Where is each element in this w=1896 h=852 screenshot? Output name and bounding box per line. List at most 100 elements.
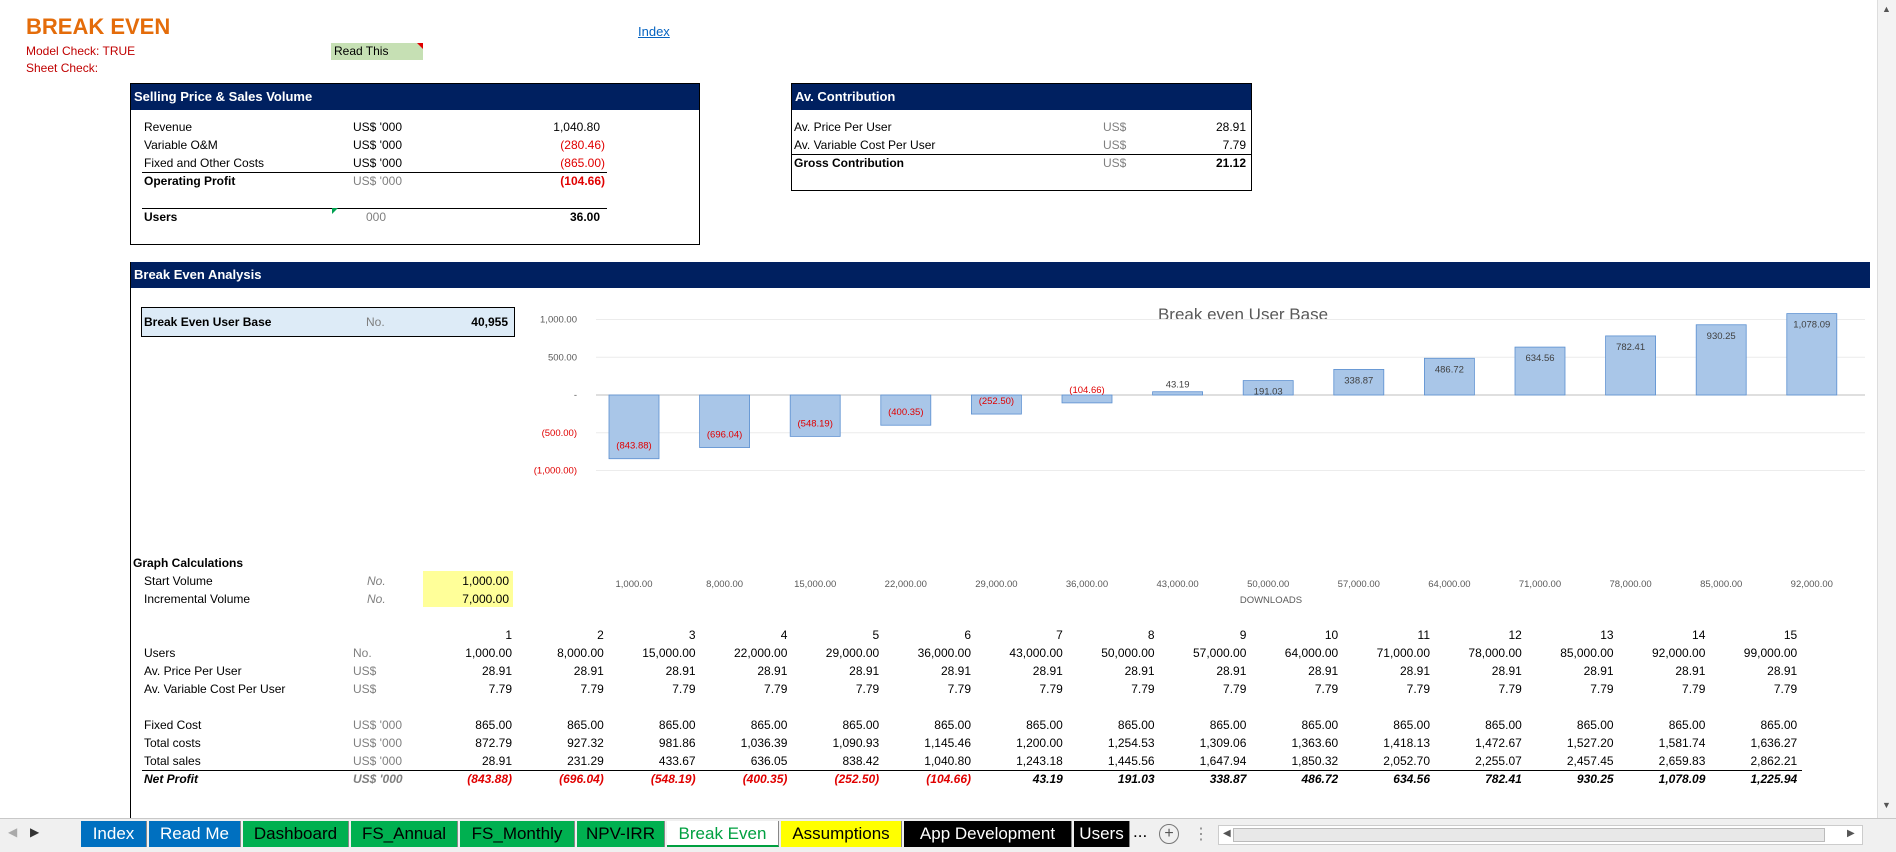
chart-bar[interactable] bbox=[1152, 391, 1203, 396]
table-cell[interactable]: 57,000.00 bbox=[1193, 646, 1247, 660]
table-cell[interactable]: 28.91 bbox=[1767, 664, 1798, 678]
scroll-left-icon[interactable]: ◀ bbox=[1223, 828, 1231, 839]
table-cell[interactable]: 28.91 bbox=[573, 664, 604, 678]
tab-break-even[interactable]: Break Even bbox=[667, 821, 779, 847]
scroll-up-icon[interactable]: ▲ bbox=[1882, 4, 1891, 14]
table-cell[interactable]: 1,145.46 bbox=[924, 736, 971, 750]
table-cell[interactable]: 1,527.20 bbox=[1566, 736, 1614, 750]
table-cell[interactable]: 1,850.32 bbox=[1291, 754, 1339, 768]
tab-npv-irr[interactable]: NPV-IRR bbox=[577, 821, 665, 847]
table-cell[interactable]: 2,052.70 bbox=[1383, 754, 1430, 768]
table-cell[interactable]: 7.79 bbox=[1682, 682, 1706, 696]
table-cell[interactable]: 338.87 bbox=[1209, 772, 1247, 786]
table-cell[interactable]: 7.79 bbox=[1039, 682, 1063, 696]
chart-bar[interactable] bbox=[1605, 335, 1656, 396]
chart-bar[interactable] bbox=[1695, 324, 1747, 396]
table-cell[interactable]: (252.50) bbox=[834, 772, 880, 786]
table-cell[interactable]: 865.00 bbox=[1301, 718, 1339, 732]
table-cell[interactable]: 636.05 bbox=[750, 754, 788, 768]
chart-bar[interactable] bbox=[1786, 313, 1838, 396]
table-cell[interactable]: 865.00 bbox=[1209, 718, 1247, 732]
table-cell[interactable]: 433.67 bbox=[658, 754, 696, 768]
table-cell[interactable]: 7.79 bbox=[764, 682, 788, 696]
table-cell[interactable]: 865.00 bbox=[842, 718, 880, 732]
table-cell[interactable]: (843.88) bbox=[467, 772, 512, 786]
table-cell[interactable]: 8,000.00 bbox=[557, 646, 604, 660]
fixed-costs-value[interactable]: (865.00) bbox=[560, 156, 605, 170]
tab-assumptions[interactable]: Assumptions bbox=[781, 821, 902, 847]
table-cell[interactable]: 50,000.00 bbox=[1101, 646, 1155, 660]
table-cell[interactable]: 1,363.60 bbox=[1291, 736, 1339, 750]
table-cell[interactable]: 930.25 bbox=[1576, 772, 1614, 786]
table-cell[interactable]: 28.91 bbox=[1399, 664, 1430, 678]
table-cell[interactable]: 865.00 bbox=[750, 718, 788, 732]
table-cell[interactable]: 2,862.21 bbox=[1750, 754, 1798, 768]
tab-read-me[interactable]: Read Me bbox=[149, 821, 241, 847]
table-cell[interactable]: 191.03 bbox=[1117, 772, 1155, 786]
table-cell[interactable]: 1,418.13 bbox=[1383, 736, 1430, 750]
table-cell[interactable]: 22,000.00 bbox=[734, 646, 788, 660]
prev-sheet-icon[interactable]: ◀ bbox=[8, 825, 18, 839]
table-cell[interactable]: 28.91 bbox=[757, 664, 788, 678]
tab-split-icon[interactable]: ⋮ bbox=[1193, 826, 1209, 843]
table-cell[interactable]: 1,445.56 bbox=[1107, 754, 1155, 768]
table-cell[interactable]: (104.66) bbox=[926, 772, 971, 786]
break-even-value[interactable]: 40,955 bbox=[471, 315, 508, 329]
table-cell[interactable]: 1,036.39 bbox=[740, 736, 788, 750]
table-cell[interactable]: 1,078.09 bbox=[1658, 772, 1706, 786]
scroll-thumb[interactable] bbox=[1233, 828, 1825, 842]
chart-bar[interactable] bbox=[1424, 357, 1475, 396]
table-cell[interactable]: 15,000.00 bbox=[642, 646, 696, 660]
gross-contribution-value[interactable]: 21.12 bbox=[1215, 156, 1246, 170]
start-volume-value[interactable]: 1,000.00 bbox=[462, 574, 509, 588]
table-cell[interactable]: 7.79 bbox=[855, 682, 880, 696]
incremental-volume-cell[interactable] bbox=[423, 589, 513, 607]
table-cell[interactable]: 7.79 bbox=[1590, 682, 1614, 696]
table-cell[interactable]: 85,000.00 bbox=[1560, 646, 1614, 660]
chart-bar[interactable] bbox=[608, 394, 660, 460]
scroll-right-icon[interactable]: ▶ bbox=[1847, 828, 1855, 839]
table-cell[interactable]: 28.91 bbox=[481, 664, 512, 678]
table-cell[interactable]: 865.00 bbox=[1026, 718, 1063, 732]
table-cell[interactable]: 1,309.06 bbox=[1199, 736, 1247, 750]
table-cell[interactable]: 28.91 bbox=[1583, 664, 1614, 678]
table-cell[interactable]: 7.79 bbox=[947, 682, 971, 696]
table-cell[interactable]: 1,636.27 bbox=[1750, 736, 1798, 750]
chart-bar[interactable] bbox=[1514, 346, 1566, 396]
table-cell[interactable]: 28.91 bbox=[849, 664, 880, 678]
chart-bar[interactable] bbox=[699, 394, 751, 448]
table-cell[interactable]: 1,647.94 bbox=[1199, 754, 1247, 768]
table-cell[interactable]: 28.91 bbox=[665, 664, 696, 678]
table-cell[interactable]: 28.91 bbox=[1491, 664, 1522, 678]
tab-users[interactable]: Users bbox=[1074, 821, 1130, 847]
table-cell[interactable]: (548.19) bbox=[650, 772, 696, 786]
tab-overflow-icon[interactable]: ... bbox=[1133, 822, 1148, 841]
horizontal-scrollbar[interactable]: ◀ ▶ bbox=[1218, 825, 1863, 845]
tab-index[interactable]: Index bbox=[81, 821, 147, 847]
table-cell[interactable]: 2,255.07 bbox=[1475, 754, 1522, 768]
table-cell[interactable]: 28.91 bbox=[1124, 664, 1155, 678]
table-cell[interactable]: 865.00 bbox=[658, 718, 696, 732]
table-cell[interactable]: 2,659.83 bbox=[1658, 754, 1706, 768]
revenue-value[interactable]: 1,040.80 bbox=[553, 120, 600, 134]
table-cell[interactable]: 7.79 bbox=[1314, 682, 1339, 696]
table-cell[interactable]: 7.79 bbox=[488, 682, 512, 696]
chart-bar[interactable] bbox=[1333, 369, 1385, 396]
table-cell[interactable]: 981.86 bbox=[658, 736, 696, 750]
table-cell[interactable]: 7.79 bbox=[1131, 682, 1155, 696]
table-cell[interactable]: 7.79 bbox=[1406, 682, 1430, 696]
table-cell[interactable]: 1,581.74 bbox=[1658, 736, 1706, 750]
chart-bar[interactable] bbox=[1242, 380, 1294, 396]
table-cell[interactable]: 43.19 bbox=[1032, 772, 1063, 786]
table-cell[interactable]: (696.04) bbox=[559, 772, 604, 786]
incremental-volume-value[interactable]: 7,000.00 bbox=[462, 592, 509, 606]
tab-fs-monthly[interactable]: FS_Monthly bbox=[460, 821, 575, 847]
table-cell[interactable]: 92,000.00 bbox=[1652, 646, 1706, 660]
table-cell[interactable]: 927.32 bbox=[567, 736, 604, 750]
table-cell[interactable]: 865.00 bbox=[934, 718, 971, 732]
table-cell[interactable]: 1,472.67 bbox=[1475, 736, 1522, 750]
table-cell[interactable]: 28.91 bbox=[940, 664, 971, 678]
table-cell[interactable]: 782.41 bbox=[1485, 772, 1522, 786]
table-cell[interactable]: 29,000.00 bbox=[825, 646, 880, 660]
table-cell[interactable]: 99,000.00 bbox=[1743, 646, 1798, 660]
